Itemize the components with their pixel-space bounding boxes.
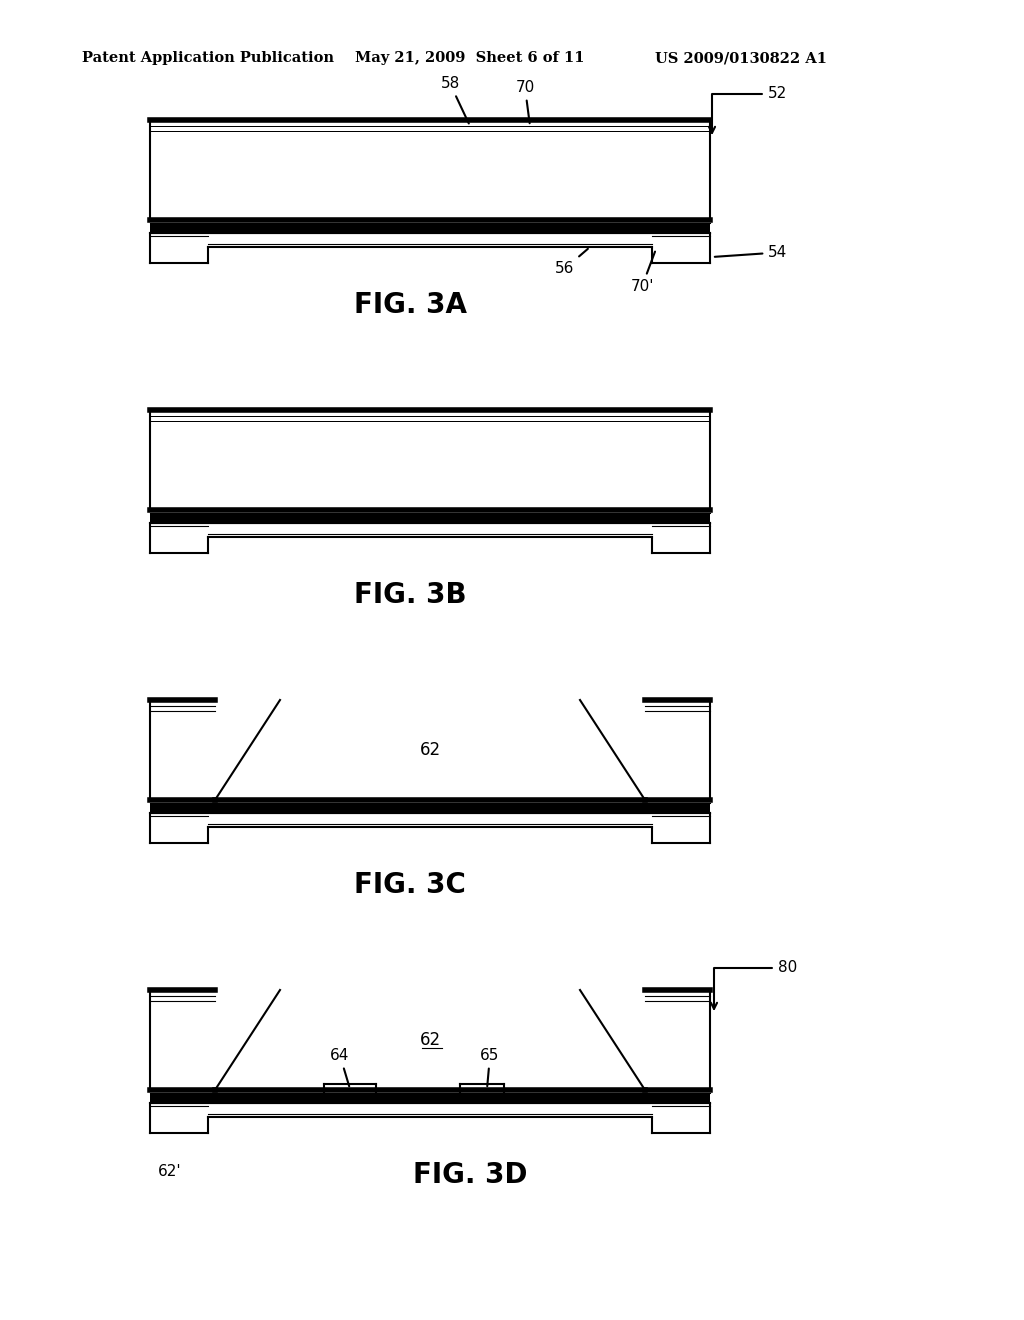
Text: 62: 62 (420, 1031, 440, 1049)
Bar (150, 411, 710, 510)
Text: 62: 62 (420, 741, 440, 759)
Bar (150, 803, 710, 813)
Text: 65: 65 (480, 1048, 500, 1086)
Text: 62': 62' (158, 1163, 182, 1179)
Bar (324, 1084, 376, 1093)
Text: 58: 58 (440, 77, 469, 124)
Text: 64: 64 (331, 1048, 349, 1086)
Bar (150, 513, 710, 523)
Bar (150, 223, 710, 234)
Text: FIG. 3C: FIG. 3C (354, 871, 466, 899)
Text: 56: 56 (555, 248, 588, 276)
Bar (150, 1093, 710, 1104)
Text: 52: 52 (709, 86, 787, 133)
Text: 54: 54 (715, 246, 787, 260)
Text: FIG. 3B: FIG. 3B (353, 581, 466, 609)
Text: Patent Application Publication: Patent Application Publication (82, 51, 334, 65)
Bar (150, 120, 710, 220)
Bar (460, 1084, 504, 1093)
Text: FIG. 3A: FIG. 3A (353, 290, 467, 319)
Text: 80: 80 (711, 960, 798, 1008)
Text: US 2009/0130822 A1: US 2009/0130822 A1 (655, 51, 827, 65)
Text: 70': 70' (630, 252, 655, 294)
Text: FIG. 3D: FIG. 3D (413, 1162, 527, 1189)
Text: 70: 70 (515, 81, 535, 123)
Text: May 21, 2009  Sheet 6 of 11: May 21, 2009 Sheet 6 of 11 (355, 51, 585, 65)
